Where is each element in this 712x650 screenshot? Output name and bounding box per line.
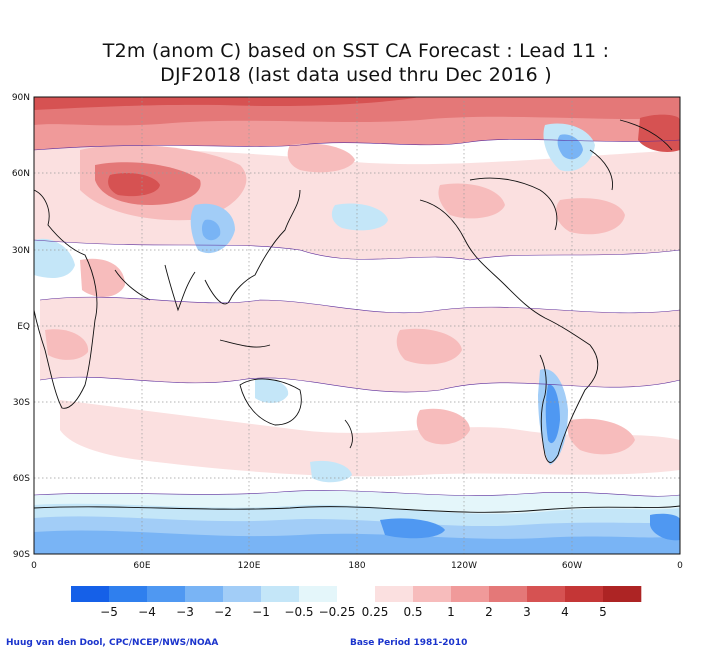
colorbar-swatch <box>185 586 224 602</box>
map-frame <box>33 96 681 555</box>
colorbar-swatch <box>565 586 604 602</box>
lat-label: 90N <box>12 93 30 103</box>
lon-label: 60W <box>562 561 582 571</box>
colorbar-swatch <box>603 586 642 602</box>
base-period-text: Base Period 1981-2010 <box>350 638 468 648</box>
lat-label: 90S <box>13 550 30 560</box>
lat-label: 30N <box>12 246 30 256</box>
colorbar-label: 0.25 <box>362 605 389 619</box>
credit-text: Huug van den Dool, CPC/NCEP/NWS/NOAA <box>6 638 219 648</box>
lon-label: 60E <box>133 561 150 571</box>
anomaly-field <box>34 97 680 554</box>
lon-label: 0 <box>677 561 683 571</box>
colorbar-label: 2 <box>485 605 493 619</box>
map-title-line-2: DJF2018 (last data used thru Dec 2016 ) <box>160 64 552 86</box>
colorbar-swatch <box>337 586 376 602</box>
colorbar-label: −5 <box>100 605 118 619</box>
colorbar-label: 4 <box>561 605 569 619</box>
colorbar-label: −0.5 <box>284 605 313 619</box>
colorbar-swatch <box>223 586 262 602</box>
colorbar-swatch <box>375 586 414 602</box>
colorbar-swatch <box>299 586 338 602</box>
colorbar-swatch <box>109 586 148 602</box>
lat-label: 30S <box>13 398 30 408</box>
colorbar-swatch <box>451 586 490 602</box>
lon-label: 120E <box>238 561 261 571</box>
lat-label: 60S <box>13 474 30 484</box>
colorbar-label: 0.5 <box>403 605 422 619</box>
colorbar-swatch <box>527 586 566 602</box>
colorbar-label: 5 <box>599 605 607 619</box>
colorbar-label: −2 <box>214 605 232 619</box>
colorbar-label: −4 <box>138 605 156 619</box>
colorbar-swatch <box>413 586 452 602</box>
colorbar-label: 1 <box>447 605 455 619</box>
lon-label: 120W <box>451 561 477 571</box>
colorbar-label: −3 <box>176 605 194 619</box>
colorbar-swatch <box>147 586 186 602</box>
lon-label: 180 <box>348 561 365 571</box>
map-title-line-1: T2m (anom C) based on SST CA Forecast : … <box>102 40 610 62</box>
lat-label: 60N <box>12 169 30 179</box>
colorbar-label: −1 <box>252 605 270 619</box>
colorbar-swatch <box>71 586 110 602</box>
coastlines <box>34 119 680 513</box>
colorbar-label: −0.25 <box>319 605 356 619</box>
contours <box>34 139 680 497</box>
colorbar: −5 −4 −3 −2 −1 −0.5 −0.25 0.25 0.5 1 2 3 4 5 <box>71 586 642 619</box>
colorbar-swatch <box>489 586 528 602</box>
lat-label: EQ <box>17 322 30 332</box>
gridlines <box>34 97 680 554</box>
colorbar-label: 3 <box>523 605 531 619</box>
colorbar-swatch <box>261 586 300 602</box>
lon-label: 0 <box>31 561 37 571</box>
